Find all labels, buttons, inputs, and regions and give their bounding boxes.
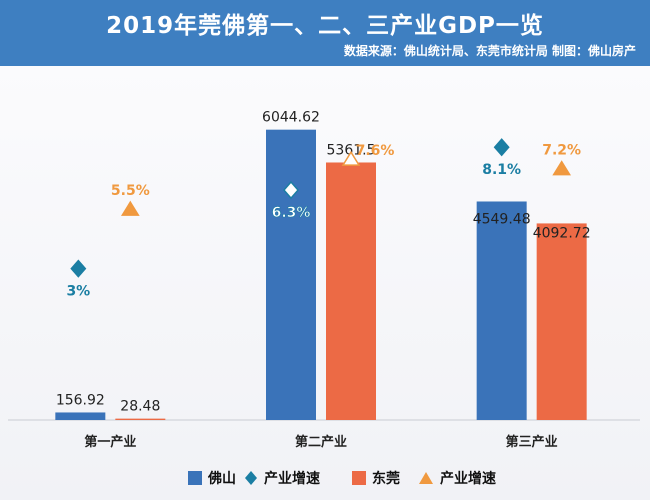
chart-header: 2019年莞佛第一、二、三产业GDP一览 数据来源：佛山统计局、东莞市统计局 制… xyxy=(0,0,650,66)
growth-label-dongguan-2: 7.6% xyxy=(356,143,395,159)
growth-label-foshan-1: 3% xyxy=(66,284,90,300)
growth-label-foshan-3: 8.1% xyxy=(482,162,521,178)
bar-dongguan-1 xyxy=(115,418,166,420)
growth-label-dongguan-3: 7.2% xyxy=(542,143,581,159)
value-label-dongguan-3: 4092.72 xyxy=(533,225,591,241)
value-label-foshan-3: 4549.48 xyxy=(473,211,531,227)
legend-label-foshan: 佛山 xyxy=(208,471,236,487)
bar-dongguan-3 xyxy=(536,223,587,420)
legend: 佛山 产业增速 东莞 产业增速 xyxy=(0,464,650,494)
legend-label-foshan-growth: 产业增速 xyxy=(264,471,320,487)
bar-foshan-1 xyxy=(55,412,106,420)
legend-swatch-dongguan xyxy=(352,471,366,485)
category-label-1: 第一产业 xyxy=(84,434,136,450)
legend-label-dongguan: 东莞 xyxy=(372,471,400,487)
value-label-dongguan-1: 28.48 xyxy=(120,399,160,415)
bar-dongguan-2 xyxy=(326,162,376,420)
bar-foshan-2 xyxy=(266,129,316,421)
legend-label-dongguan-growth: 产业增速 xyxy=(440,471,496,487)
chart-title: 2019年莞佛第一、二、三产业GDP一览 xyxy=(106,13,544,39)
legend-item-foshan: 佛山 xyxy=(188,468,236,488)
value-label-foshan-1: 156.92 xyxy=(56,392,105,408)
value-label-foshan-2: 6044.62 xyxy=(262,110,320,126)
category-label-3: 第三产业 xyxy=(506,434,558,450)
growth-marker-dongguan-1 xyxy=(120,200,140,216)
legend-item-dongguan: 东莞 xyxy=(352,468,400,488)
value-label-dongguan-2: 5361.5 xyxy=(327,142,376,158)
diamond-icon xyxy=(245,471,257,485)
growth-marker-foshan-3 xyxy=(493,138,510,157)
growth-marker-dongguan-2 xyxy=(341,150,361,166)
category-label-2: 第二产业 xyxy=(295,434,347,450)
triangle-icon xyxy=(419,472,433,484)
legend-item-dongguan-growth: 产业增速 xyxy=(418,468,496,488)
legend-swatch-foshan xyxy=(188,471,202,485)
legend-item-foshan-growth: 产业增速 xyxy=(244,468,320,488)
bar-foshan-3 xyxy=(476,201,527,420)
growth-label-dongguan-1: 5.5% xyxy=(111,183,150,199)
growth-label-foshan-2: 6.3% xyxy=(272,205,311,221)
growth-marker-foshan-2 xyxy=(283,180,299,200)
growth-marker-foshan-1 xyxy=(70,259,87,278)
data-source-note: 数据来源：佛山统计局、东莞市统计局 制图：佛山房产 xyxy=(343,44,636,58)
growth-marker-dongguan-3 xyxy=(552,160,572,176)
